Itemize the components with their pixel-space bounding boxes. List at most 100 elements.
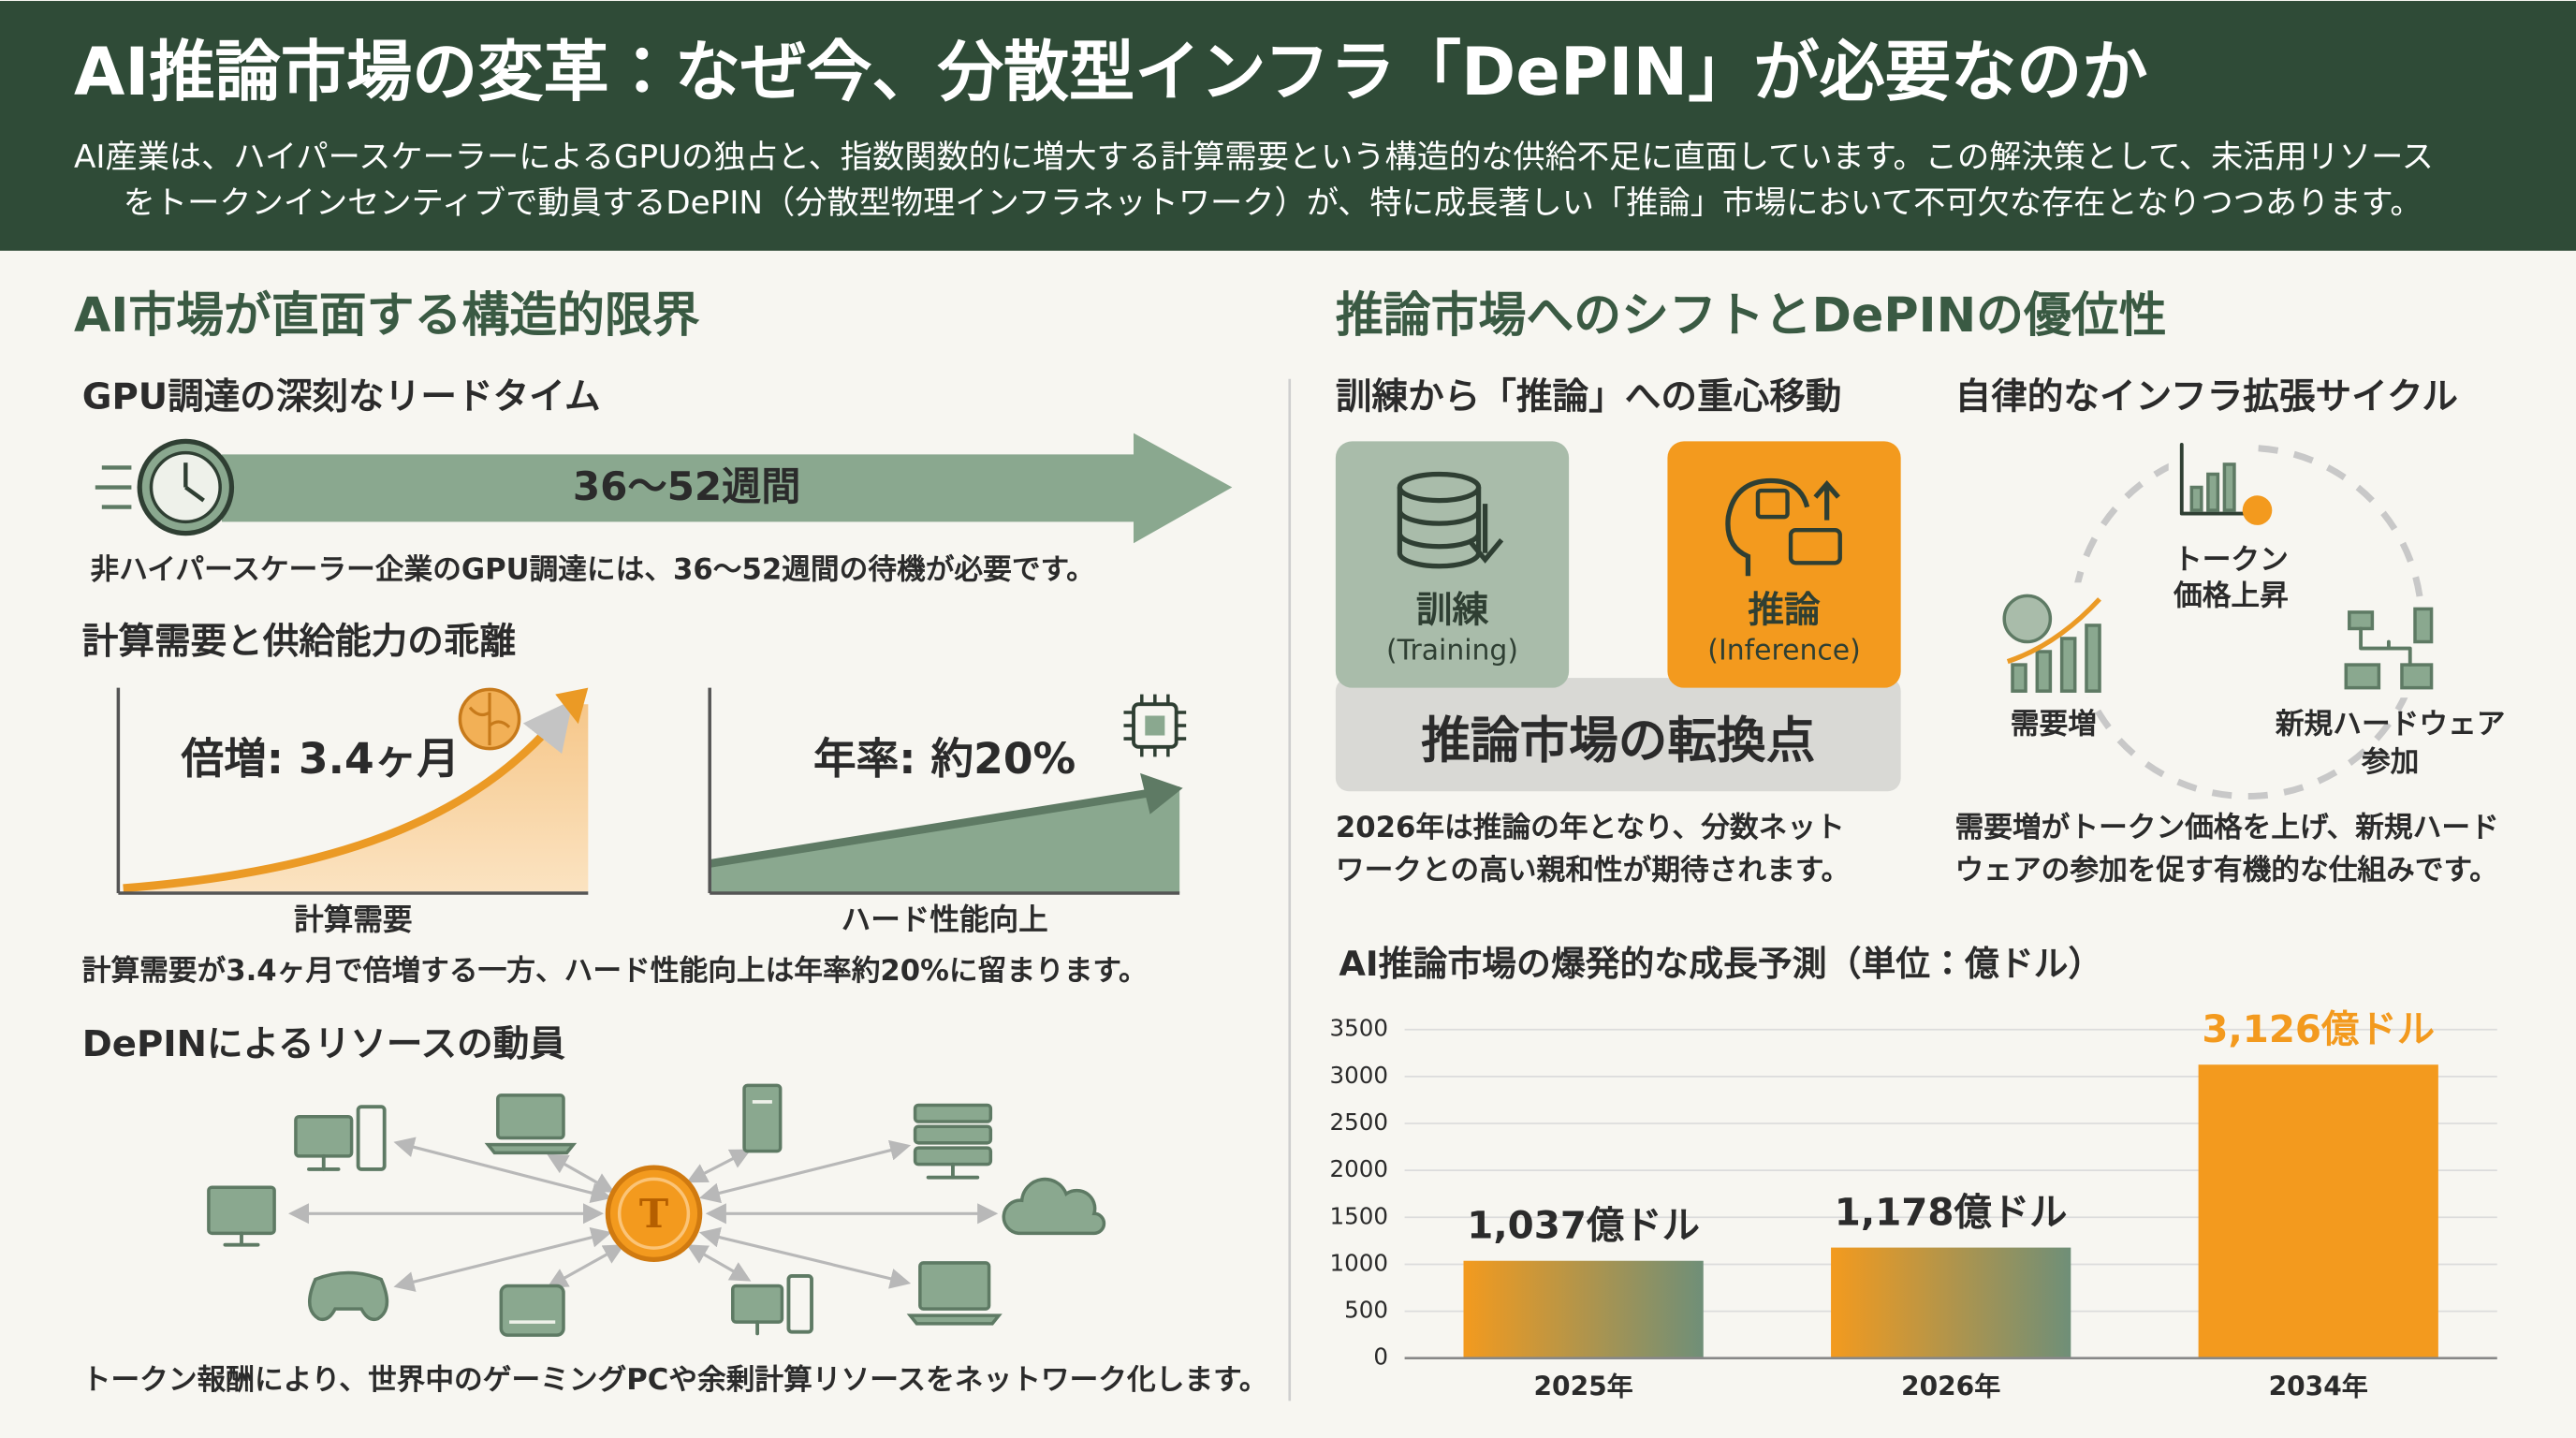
cycle-diagram xyxy=(2206,472,2220,512)
supply-graph xyxy=(710,785,1180,894)
network-diagram xyxy=(913,1146,993,1167)
network-diagram xyxy=(1002,1177,1106,1236)
demand-graph xyxy=(116,687,589,895)
cycle-diagram xyxy=(2006,597,2101,665)
bar-chart: 0 500 1000 1500 2000 2500 3000 3500 2025年 1,037億ド… xyxy=(1330,1007,2497,1401)
network-diagram xyxy=(786,1274,813,1334)
cycle-diagram xyxy=(2011,663,2027,693)
y-tick-label: 500 xyxy=(1344,1297,1388,1324)
block-title: GPU調達の深刻なリードタイム xyxy=(82,375,601,418)
demand-graph xyxy=(468,692,511,746)
y-tick-label: 2500 xyxy=(1330,1108,1389,1136)
cycle-diagram xyxy=(2359,626,2412,668)
database-icon xyxy=(1397,471,1504,569)
arrow-label: 36〜52週間 xyxy=(573,463,801,509)
caption: ワークとの高い親和性が期待されます。 xyxy=(1336,854,1850,888)
cycle-diagram xyxy=(2002,594,2053,644)
network-diagram xyxy=(913,1124,993,1145)
network-diagram xyxy=(731,1284,784,1324)
section-heading: AI市場が直面する構造的限界 xyxy=(74,288,700,344)
cycle-diagram xyxy=(2348,610,2375,631)
caption: トークン報酬により、世界中のゲーミングPCや余剰計算リソースをネットワーク化しま… xyxy=(82,1363,1268,1397)
network-diagram xyxy=(207,1185,276,1236)
network-diagram xyxy=(918,1261,991,1311)
y-tick-label: 0 xyxy=(1373,1343,1388,1371)
caption: ウェアの参加を促す有機的な仕組みです。 xyxy=(1955,854,2498,888)
header-band xyxy=(0,1,2576,251)
cycle-node: 新規ハードウェア xyxy=(2275,708,2506,741)
network-diagram xyxy=(294,1114,354,1158)
x-tick-label: 2026年 xyxy=(1901,1371,2000,1401)
block-title: 自律的なインフラ拡張サイクル xyxy=(1955,375,2458,418)
y-tick-label: 3500 xyxy=(1330,1015,1389,1042)
cycle-node: 需要増 xyxy=(2011,708,2097,741)
box-sublabel: (Training) xyxy=(1386,635,1518,668)
network-diagram xyxy=(547,1153,615,1193)
subtitle: AI産業は、ハイパースケーラーによるGPUの独占と、指数関数的に増大する計算需要… xyxy=(74,139,2434,176)
cycle-diagram xyxy=(2085,624,2101,693)
supply-graph xyxy=(1140,772,1183,814)
supply-graph xyxy=(708,687,1187,895)
supply-graph xyxy=(1145,715,1165,736)
network-diagram xyxy=(686,1244,752,1282)
axis-label: 計算需要 xyxy=(294,902,412,937)
bar xyxy=(1463,1260,1704,1358)
box-label: 訓練 xyxy=(1416,589,1489,631)
cycle-diagram xyxy=(2400,663,2434,690)
network-diagram xyxy=(686,1149,752,1183)
network-diagram xyxy=(698,1226,912,1289)
page-title: AI推論市場の変革：なぜ今、分散型インフラ「DePIN」が必要なのか xyxy=(74,34,2148,110)
cycle-node: 価格上昇 xyxy=(2173,580,2289,613)
section-heading: 推論市場へのシフトとDePINの優位性 xyxy=(1336,288,2167,344)
block-title: 訓練から「推論」への重心移動 xyxy=(1336,375,1842,418)
ai-head-icon xyxy=(1725,477,1842,577)
turning-point-label: 推論市場の転換点 xyxy=(1421,712,1815,770)
network-diagram xyxy=(913,1103,993,1123)
cycle-node: 参加 xyxy=(2361,745,2419,779)
ai-head-icon xyxy=(1725,477,1810,577)
y-tick-label: 3000 xyxy=(1330,1062,1389,1089)
cycle-diagram xyxy=(2189,485,2203,512)
supply-graph xyxy=(1123,694,1187,757)
bar xyxy=(1831,1247,2071,1358)
caption: 計算需要が3.4ヶ月で倍増する一方、ハード性能向上は年率約20%に留まります。 xyxy=(82,954,1148,988)
network-diagram xyxy=(484,1142,578,1155)
cycle-node: トークン xyxy=(2174,543,2289,577)
cycle-diagram xyxy=(2179,442,2249,516)
lead-time-arrow xyxy=(95,433,1233,544)
axis-label: ハード性能向上 xyxy=(842,903,1048,937)
network-diagram xyxy=(308,1270,389,1322)
supply-label: 年率: 約20% xyxy=(813,734,1076,784)
network-diagram xyxy=(698,1139,912,1204)
cycle-diagram xyxy=(2222,462,2236,512)
network-diagram xyxy=(617,1177,691,1250)
x-tick-label: 2034年 xyxy=(2269,1371,2368,1401)
y-tick-label: 2000 xyxy=(1330,1155,1389,1182)
caption: 2026年は推論の年となり、分数ネット xyxy=(1336,811,1845,844)
cycle-diagram xyxy=(2035,650,2053,693)
cycle-diagram xyxy=(2413,607,2434,644)
box-label: 推論 xyxy=(1748,589,1821,631)
cycle-diagram xyxy=(2242,495,2273,525)
inference-box xyxy=(1667,441,1901,688)
network-diagram xyxy=(906,1313,1003,1326)
bar xyxy=(2198,1064,2438,1358)
y-tick-label: 1500 xyxy=(1330,1202,1389,1229)
y-tick-label: 1000 xyxy=(1330,1249,1389,1276)
database-icon xyxy=(1397,487,1482,569)
network-diagram xyxy=(547,1244,625,1288)
subtitle: をトークンインセンティブで動員するDePIN（分散型物理インフラネットワーク）が… xyxy=(124,184,2422,222)
lead-time-arrow xyxy=(184,485,205,503)
network-diagram xyxy=(742,1083,783,1153)
ai-head-icon xyxy=(1788,527,1842,565)
network-diagram xyxy=(356,1105,387,1171)
cycle-diagram xyxy=(1994,442,2438,800)
box-sublabel: (Inference) xyxy=(1707,635,1860,668)
cycle-diagram xyxy=(2344,663,2381,690)
block-title: 計算需要と供給能力の乖離 xyxy=(82,621,516,663)
ai-head-icon xyxy=(1813,480,1840,521)
network-diagram xyxy=(605,1165,703,1263)
lead-time-arrow xyxy=(221,433,1233,544)
database-icon xyxy=(1467,504,1504,564)
